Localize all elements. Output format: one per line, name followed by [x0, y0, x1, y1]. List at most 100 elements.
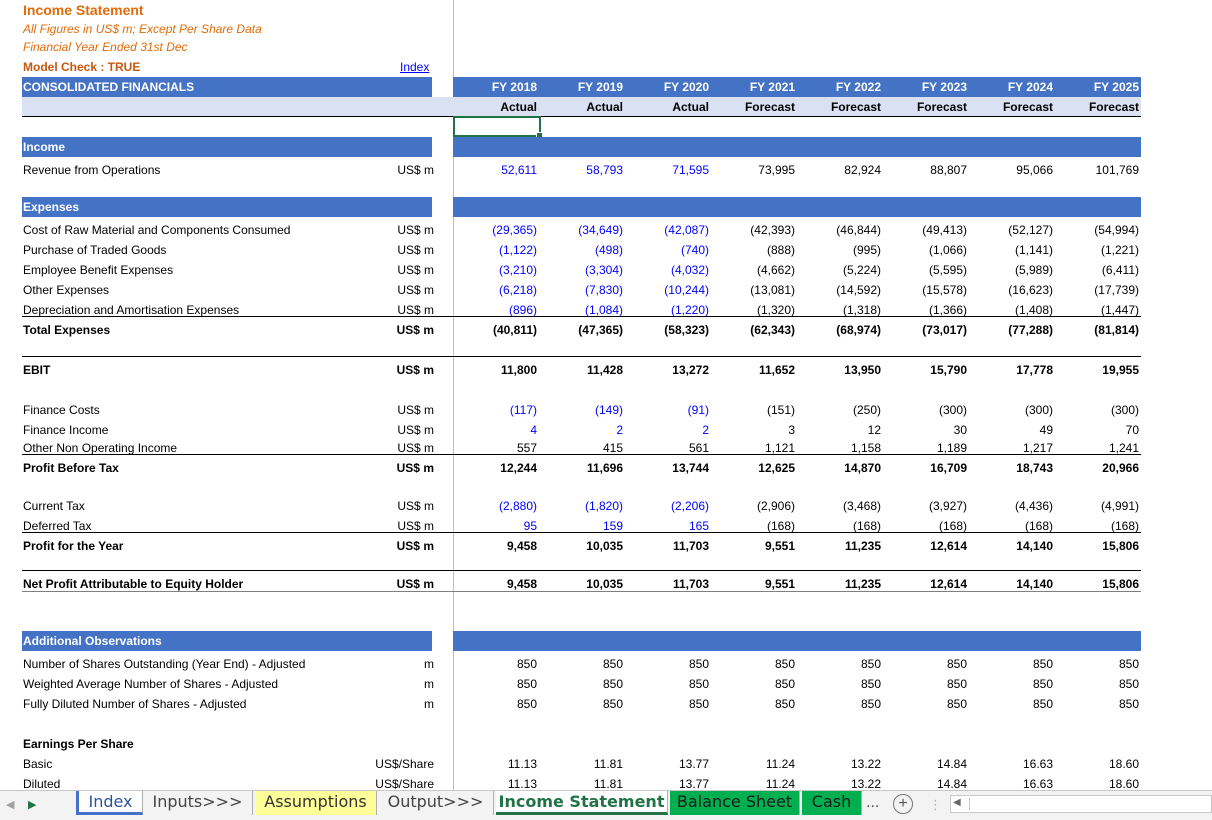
value-cell[interactable]: (77,288)	[1008, 323, 1053, 337]
row-unit[interactable]: US$ m	[397, 263, 434, 277]
value-cell[interactable]: (1,066)	[928, 243, 967, 257]
value-cell[interactable]: 11.24	[765, 777, 795, 790]
value-cell[interactable]: 52,611	[501, 163, 537, 177]
value-cell[interactable]: 850	[860, 697, 881, 711]
more-sheets-icon[interactable]: ...	[866, 794, 880, 811]
value-cell[interactable]: (1,447)	[1100, 303, 1139, 317]
row-unit[interactable]: m	[424, 677, 434, 691]
value-cell[interactable]: 10,035	[586, 577, 623, 591]
value-cell[interactable]: 13,272	[672, 363, 709, 377]
row-unit[interactable]: US$ m	[397, 519, 434, 533]
value-cell[interactable]: 9,551	[764, 539, 795, 553]
value-cell[interactable]: (300)	[1110, 403, 1139, 417]
value-cell[interactable]: (1,221)	[1100, 243, 1139, 257]
value-cell[interactable]: 9,551	[764, 577, 795, 591]
value-cell[interactable]: 850	[774, 697, 795, 711]
value-cell[interactable]: 12	[867, 423, 881, 437]
value-cell[interactable]: (300)	[938, 403, 967, 417]
value-cell[interactable]: 2	[702, 423, 709, 437]
value-cell[interactable]: (4,662)	[756, 263, 795, 277]
value-cell[interactable]: 70	[1125, 423, 1139, 437]
value-cell[interactable]: (54,994)	[1094, 223, 1139, 237]
value-cell[interactable]: 850	[688, 657, 709, 671]
value-cell[interactable]: 12,614	[930, 539, 967, 553]
value-cell[interactable]: (1,408)	[1014, 303, 1053, 317]
value-cell[interactable]: 850	[516, 697, 537, 711]
row-label[interactable]: Current Tax	[23, 499, 85, 513]
value-cell[interactable]: (1,084)	[584, 303, 623, 317]
tab-inputs[interactable]: Inputs>>>	[143, 791, 253, 815]
tab-income-statement[interactable]: Income Statement	[496, 791, 668, 815]
row-label[interactable]: Profit for the Year	[23, 539, 124, 553]
value-cell[interactable]: 850	[516, 677, 537, 691]
prev-sheet-icon[interactable]: ◀	[6, 799, 15, 811]
value-cell[interactable]: (168)	[1024, 519, 1053, 533]
value-cell[interactable]: 3	[788, 423, 795, 437]
row-label[interactable]: Cost of Raw Material and Components Cons…	[23, 223, 291, 237]
value-cell[interactable]: (62,343)	[750, 323, 795, 337]
row-unit[interactable]: US$ m	[397, 223, 434, 237]
value-cell[interactable]: (49,413)	[922, 223, 967, 237]
value-cell[interactable]: 2	[616, 423, 623, 437]
value-cell[interactable]: 850	[946, 657, 967, 671]
value-cell[interactable]: 18.60	[1108, 757, 1139, 771]
value-cell[interactable]: 850	[860, 657, 881, 671]
value-cell[interactable]: (4,436)	[1014, 499, 1053, 513]
value-cell[interactable]: 12,244	[500, 461, 537, 475]
row-unit[interactable]: US$/Share	[375, 777, 434, 790]
row-unit[interactable]: US$ m	[397, 243, 434, 257]
value-cell[interactable]: (10,244)	[664, 283, 709, 297]
value-cell[interactable]: 30	[953, 423, 967, 437]
value-cell[interactable]: 11,703	[672, 539, 709, 553]
value-cell[interactable]: 850	[946, 697, 967, 711]
value-cell[interactable]: 12,625	[758, 461, 795, 475]
row-label[interactable]: Weighted Average Number of Shares - Adju…	[23, 677, 279, 691]
value-cell[interactable]: 14.84	[936, 777, 967, 790]
value-cell[interactable]: 14,140	[1016, 539, 1053, 553]
row-label[interactable]: Diluted	[23, 777, 61, 790]
tab-output[interactable]: Output>>>	[378, 791, 494, 815]
value-cell[interactable]: (58,323)	[664, 323, 709, 337]
value-cell[interactable]: 11,235	[844, 539, 881, 553]
value-cell[interactable]: 11.13	[507, 757, 537, 771]
row-label[interactable]: Fully Diluted Number of Shares - Adjuste…	[23, 697, 247, 711]
value-cell[interactable]: (888)	[766, 243, 795, 257]
value-cell[interactable]: 95,066	[1016, 163, 1053, 177]
value-cell[interactable]: 850	[688, 697, 709, 711]
row-label[interactable]: Revenue from Operations	[23, 163, 161, 177]
value-cell[interactable]: 13.22	[850, 777, 881, 790]
row-unit[interactable]: US$ m	[397, 423, 434, 437]
value-cell[interactable]: (168)	[1110, 519, 1139, 533]
value-cell[interactable]: 1,217	[1022, 441, 1053, 455]
value-cell[interactable]: 15,790	[930, 363, 967, 377]
value-cell[interactable]: 19,955	[1102, 363, 1139, 377]
row-label[interactable]: EBIT	[23, 363, 51, 377]
tab-index[interactable]: Index	[76, 791, 143, 815]
value-cell[interactable]: 1,241	[1108, 441, 1139, 455]
row-label[interactable]: Depreciation and Amortisation Expenses	[23, 303, 240, 317]
value-cell[interactable]: 18.60	[1108, 777, 1139, 790]
value-cell[interactable]: 4	[530, 423, 537, 437]
value-cell[interactable]: (1,141)	[1014, 243, 1053, 257]
value-cell[interactable]: 11,703	[672, 577, 709, 591]
row-label[interactable]: Employee Benefit Expenses	[23, 263, 174, 277]
scrollbar-thumb[interactable]	[969, 798, 1209, 810]
value-cell[interactable]: (42,087)	[664, 223, 709, 237]
value-cell[interactable]: (46,844)	[836, 223, 881, 237]
value-cell[interactable]: (149)	[594, 403, 623, 417]
value-cell[interactable]: (2,880)	[498, 499, 537, 513]
value-cell[interactable]: (6,411)	[1101, 263, 1139, 277]
value-cell[interactable]: (73,017)	[922, 323, 967, 337]
row-label[interactable]: Total Expenses	[23, 323, 111, 337]
value-cell[interactable]: 14.84	[936, 757, 967, 771]
value-cell[interactable]: 850	[946, 677, 967, 691]
value-cell[interactable]: 850	[1032, 677, 1053, 691]
value-cell[interactable]: 73,995	[758, 163, 795, 177]
value-cell[interactable]: 9,458	[506, 539, 537, 553]
value-cell[interactable]: 11,235	[844, 577, 881, 591]
value-cell[interactable]: 71,595	[672, 163, 709, 177]
row-unit[interactable]: US$ m	[396, 577, 434, 591]
value-cell[interactable]: (17,739)	[1094, 283, 1139, 297]
value-cell[interactable]: (4,032)	[670, 263, 709, 277]
value-cell[interactable]: (740)	[680, 243, 709, 257]
